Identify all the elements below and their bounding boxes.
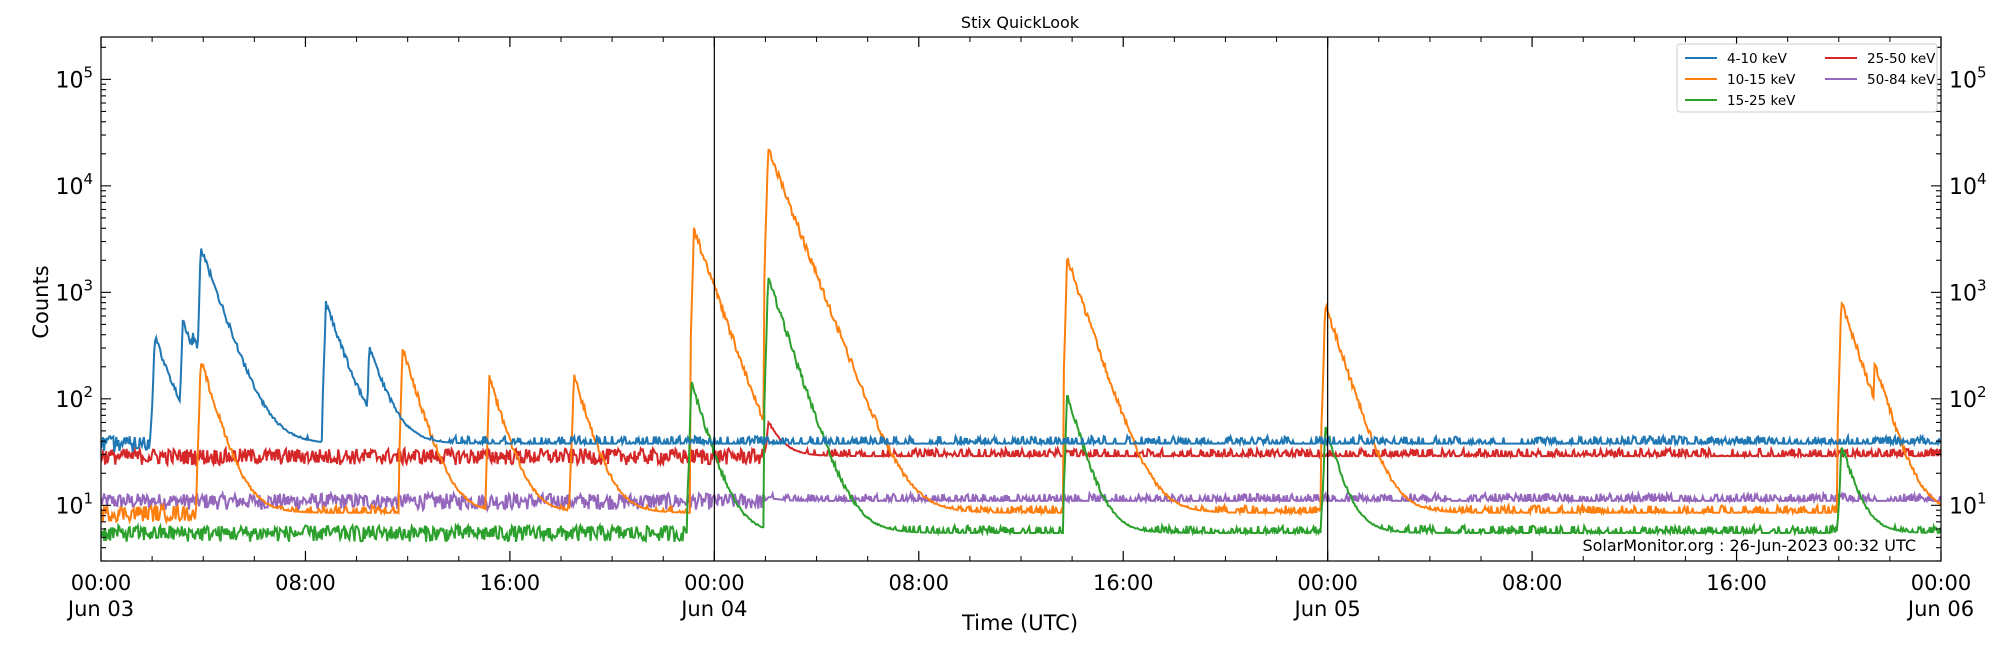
legend-label: 50-84 keV xyxy=(1867,72,1936,88)
y-axis-label: Counts xyxy=(29,265,53,338)
y-tick-label-right: 103 xyxy=(1949,276,1987,306)
source-annotation: SolarMonitor.org : 26-Jun-2023 00:32 UTC xyxy=(1582,536,1916,555)
x-tick-label: 16:00 xyxy=(1706,571,1767,595)
x-tick-label: 08:00 xyxy=(889,571,950,595)
legend-label: 15-25 keV xyxy=(1727,93,1796,109)
x-tick-date-label: Jun 04 xyxy=(679,597,747,621)
y-tick-label-right: 101 xyxy=(1949,489,1987,519)
series-line-10-15-kev xyxy=(101,148,1941,525)
series-line-15-25-kev xyxy=(101,277,1941,544)
y-tick-label: 104 xyxy=(55,170,93,200)
y-tick-label: 101 xyxy=(55,489,93,519)
x-tick-label: 00:00 xyxy=(71,571,132,595)
legend-label: 10-15 keV xyxy=(1727,72,1796,88)
y-tick-label: 105 xyxy=(55,63,93,93)
x-tick-date-label: Jun 06 xyxy=(1906,597,1974,621)
legend-label: 25-50 keV xyxy=(1867,51,1936,67)
legend-label: 4-10 keV xyxy=(1727,51,1788,67)
legend-box xyxy=(1676,43,1938,113)
series-line-4-10-kev xyxy=(101,248,1941,453)
x-tick-date-label: Jun 03 xyxy=(66,597,134,621)
plot-area xyxy=(101,37,1941,561)
x-tick-label: 00:00 xyxy=(1911,571,1972,595)
series-line-50-84-kev xyxy=(101,489,1941,514)
y-tick-label-right: 102 xyxy=(1949,383,1987,413)
plot-frame xyxy=(100,36,1942,562)
y-tick-label-right: 104 xyxy=(1949,170,1987,200)
x-tick-label: 00:00 xyxy=(684,571,745,595)
y-tick-label: 103 xyxy=(55,276,93,306)
x-tick-label: 16:00 xyxy=(480,571,541,595)
x-axis-label: Time (UTC) xyxy=(961,611,1078,635)
x-tick-label: 16:00 xyxy=(1093,571,1154,595)
legend: 4-10 keV 10-15 keV 15-25 keV 25-50 keV 50-84… xyxy=(1676,43,1938,113)
y-tick-label: 102 xyxy=(55,383,93,413)
chart-title: Stix QuickLook xyxy=(961,13,1080,32)
x-tick-label: 08:00 xyxy=(275,571,336,595)
x-tick-label: 00:00 xyxy=(1297,571,1358,595)
series-line-25-50-kev xyxy=(101,419,1941,468)
y-tick-label-right: 105 xyxy=(1949,63,1987,93)
x-tick-label: 08:00 xyxy=(1502,571,1563,595)
x-tick-date-label: Jun 05 xyxy=(1293,597,1361,621)
